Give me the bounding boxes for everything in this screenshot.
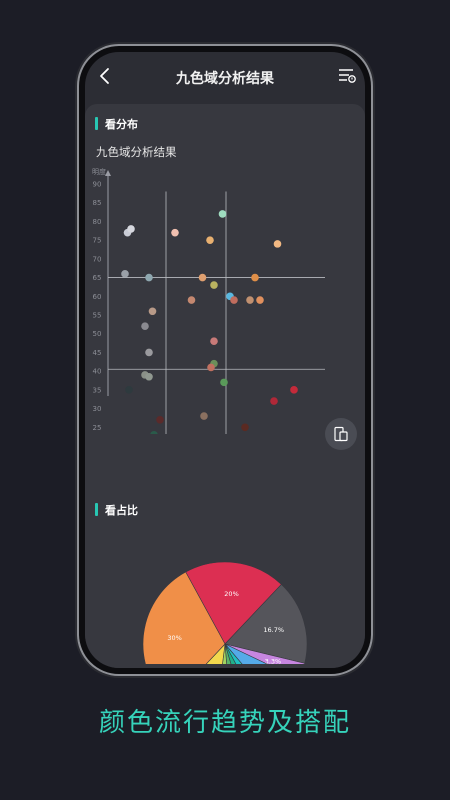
- pie-slice: [222, 643, 227, 664]
- scatter-point: [273, 240, 282, 248]
- pie-slice: [224, 643, 237, 664]
- y-tick-label: 50: [93, 330, 102, 338]
- scatter-point: [270, 397, 278, 405]
- scatter-point: [200, 412, 208, 420]
- scatter-point: [218, 210, 227, 218]
- scatter-point: [145, 273, 153, 282]
- distribution-section-title: 看分布: [105, 118, 138, 131]
- scatter-point: [210, 281, 218, 289]
- y-tick-label: 35: [93, 386, 102, 394]
- scatter-point: [145, 348, 153, 357]
- chevron-left-icon: [100, 68, 109, 84]
- y-tick-label: 90: [93, 181, 102, 189]
- scatter-point: [121, 270, 129, 278]
- scatter-point: [230, 296, 238, 304]
- phone-screen: 九色域分析结果 看分布 九色域分析结果 20253035404550556065…: [85, 52, 365, 668]
- pie-slice: [142, 571, 226, 664]
- device-switch-icon: [334, 426, 348, 442]
- analysis-card: 看分布 九色域分析结果 2025303540455055606570758085…: [85, 104, 365, 668]
- scatter-point: [156, 416, 164, 424]
- pie-slice-label: 30%: [167, 634, 181, 642]
- y-tick-label: 55: [93, 312, 102, 320]
- scatter-point: [207, 363, 215, 372]
- pie-slice: [185, 561, 282, 645]
- scatter-point: [241, 423, 249, 432]
- pie-slice-label: 20%: [224, 590, 238, 598]
- scatter-point: [251, 273, 259, 282]
- page-title: 九色域分析结果: [176, 71, 274, 87]
- scatter-point: [145, 372, 153, 381]
- pie-slice-label: 3.3%: [265, 658, 282, 666]
- y-tick-label: 75: [93, 237, 102, 245]
- promo-caption: 颜色流行趋势及搭配: [98, 708, 351, 738]
- scatter-point: [127, 225, 135, 233]
- switch-view-button[interactable]: [325, 418, 357, 450]
- y-tick-label: 40: [93, 368, 102, 376]
- pie-slice: [224, 643, 243, 664]
- y-tick-label: 80: [93, 218, 102, 226]
- scatter-point: [256, 296, 264, 304]
- pie-slice: [205, 643, 226, 664]
- pie-chart: 20%16.7%3.3%6.7%6.9%30%: [142, 561, 308, 666]
- y-axis-label: 明度: [92, 167, 106, 176]
- scatter-point: [246, 296, 254, 304]
- y-tick-label: 45: [93, 349, 102, 357]
- pie-slice: [224, 584, 308, 664]
- proportion-section-title: 看占比: [105, 504, 138, 517]
- scatter-point: [290, 386, 298, 394]
- section-accent-bar: [95, 117, 98, 130]
- y-tick-label: 65: [93, 274, 102, 282]
- pie-slice: [224, 643, 306, 664]
- scatter-point: [198, 273, 207, 282]
- scatter-point: [150, 430, 158, 434]
- scatter-point: [210, 337, 218, 345]
- filter-button[interactable]: [337, 66, 357, 86]
- y-tick-label: 60: [93, 293, 102, 301]
- y-tick-label: 25: [93, 424, 102, 432]
- pie-slice-label: 16.7%: [263, 626, 284, 634]
- scatter-point: [171, 228, 179, 237]
- scatter-chart: 2025303540455055606570758085900004081216…: [92, 167, 325, 434]
- phone-frame: 九色域分析结果 看分布 九色域分析结果 20253035404550556065…: [79, 46, 371, 674]
- scatter-point: [141, 322, 149, 331]
- app-bar: 九色域分析结果: [85, 52, 365, 102]
- scatter-point: [148, 307, 157, 316]
- distribution-subtitle: 九色域分析结果: [96, 145, 177, 159]
- scatter-point: [220, 378, 228, 387]
- y-tick-label: 70: [93, 255, 102, 263]
- filter-list-icon: [339, 69, 356, 83]
- scatter-point: [125, 386, 133, 394]
- back-button[interactable]: [93, 64, 117, 88]
- y-tick-label: 85: [93, 199, 102, 207]
- scatter-point: [206, 236, 214, 244]
- pie-slices: 20%16.7%3.3%6.7%6.9%30%: [142, 561, 308, 666]
- section-accent-bar: [95, 503, 98, 516]
- y-axis-arrow: [105, 170, 111, 176]
- y-tick-label: 30: [93, 405, 102, 413]
- pie-slice: [224, 643, 268, 664]
- scatter-point: [187, 296, 196, 304]
